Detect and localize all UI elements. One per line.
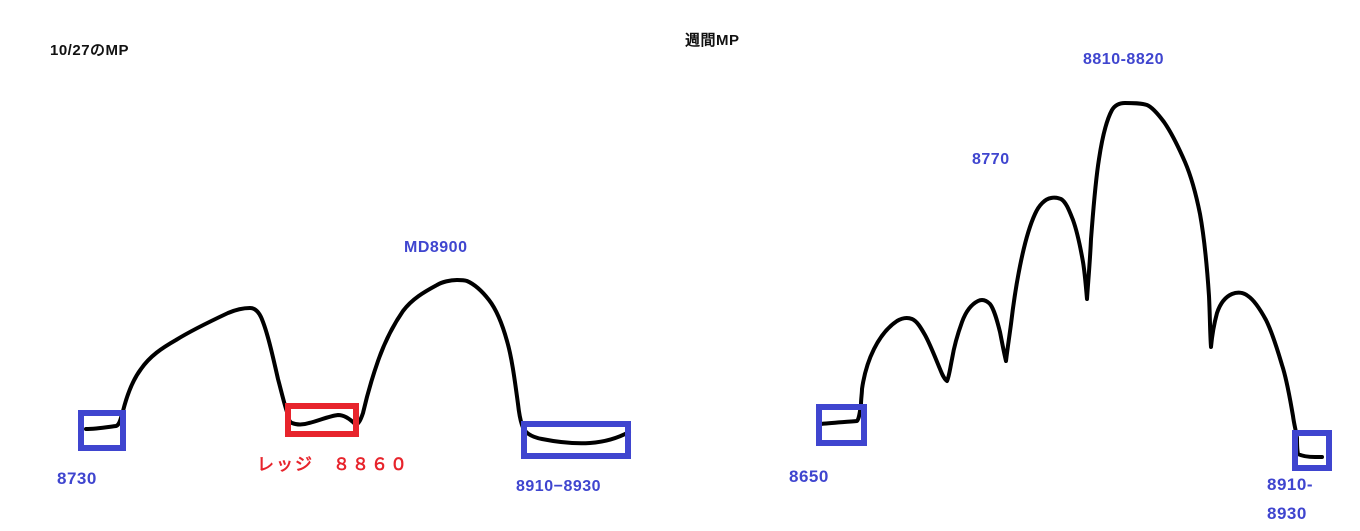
weekly-mp-curve xyxy=(818,101,1324,459)
price-box-8910-8930-daily xyxy=(521,421,631,459)
ledge-box-8860 xyxy=(285,403,359,437)
daily-mp-title: 10/27のMP xyxy=(50,42,130,59)
label-8730: 8730 xyxy=(57,469,97,488)
label-8910-weekly: 8910- xyxy=(1267,475,1313,494)
label-md8900: MD8900 xyxy=(404,239,468,256)
label-8930-weekly: 8930 xyxy=(1267,504,1307,523)
label-8910-8930-daily: 8910−8930 xyxy=(516,478,602,495)
label-8770: 8770 xyxy=(972,151,1010,168)
label-8650: 8650 xyxy=(789,467,829,486)
weekly-mp-title: 週間MP xyxy=(685,32,740,49)
price-box-8730 xyxy=(78,410,126,451)
price-box-8910-8930-weekly xyxy=(1292,430,1332,471)
label-ledge-8860: レッジ ８８６０ xyxy=(257,455,409,474)
label-8810-8820: 8810-8820 xyxy=(1083,51,1165,68)
price-box-8650 xyxy=(816,404,867,446)
